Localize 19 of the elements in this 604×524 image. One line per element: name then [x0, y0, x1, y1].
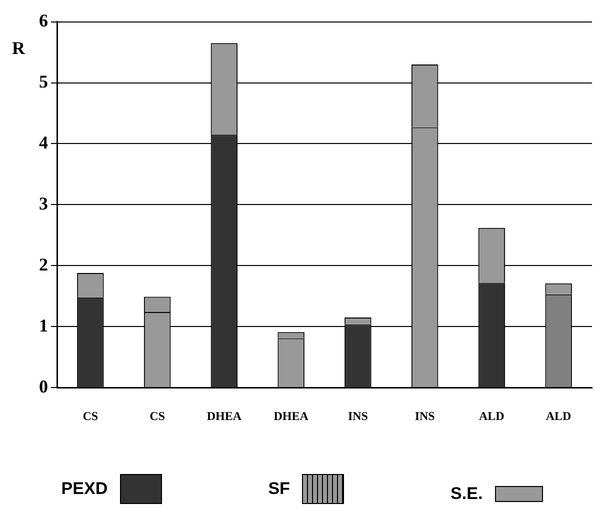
x-tick-label: CS [150, 408, 166, 423]
x-tick-label: CS [82, 408, 98, 423]
y-tick-label: 0 [39, 376, 48, 396]
legend-label: S.E. [450, 484, 483, 504]
y-tick-label: 6 [39, 10, 48, 30]
legend-label: SF [268, 479, 290, 499]
x-tick-label: INS [414, 408, 436, 423]
y-tick-label: 5 [39, 71, 48, 92]
y-tick-label: 2 [39, 254, 48, 274]
y-tick-label: 3 [39, 193, 48, 214]
y-tick-label: 4 [39, 132, 48, 152]
x-tick-label: ALD [479, 408, 505, 423]
y-axis-title: R [12, 38, 25, 59]
legend-label: PEXD [61, 479, 108, 499]
x-tick-label: INS [348, 408, 368, 423]
x-tick-label: ALD [546, 408, 572, 423]
x-tick-label: DHEA [274, 408, 309, 423]
y-tick-label: 1 [39, 315, 48, 336]
x-tick-label: DHEA [206, 408, 242, 423]
